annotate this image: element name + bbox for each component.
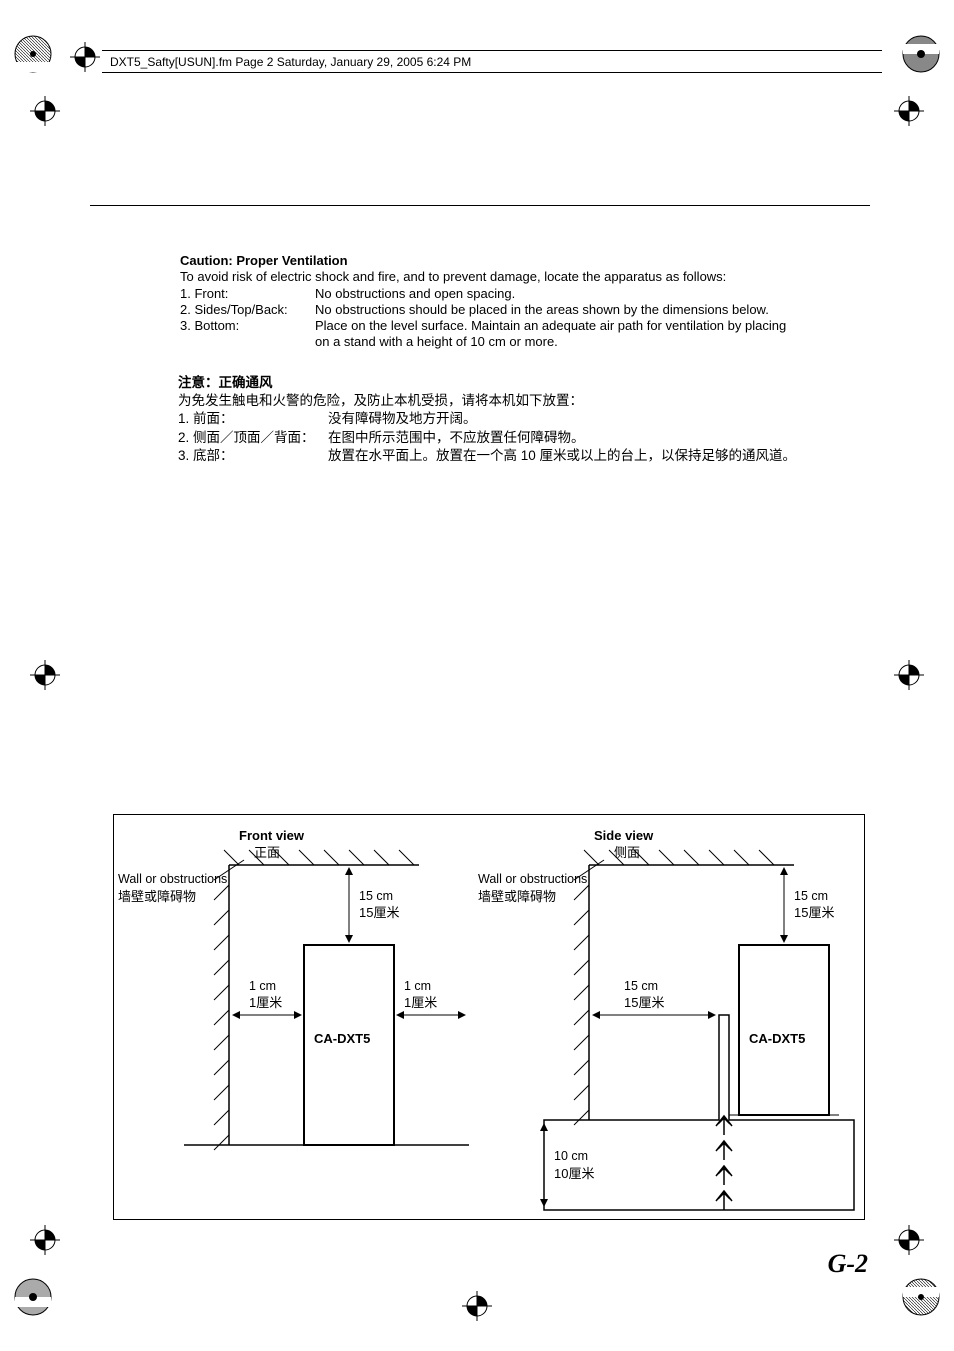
- front-device-label: CA-DXT5: [314, 1031, 370, 1046]
- caution-cn-row2-label: 2. 侧面／顶面／背面：: [178, 429, 328, 447]
- caution-cn-block: 注意：正确通风 为免发生触电和火警的危险，及防止本机受损，请将本机如下放置： 1…: [178, 374, 898, 465]
- front-wall-cn: 墙壁或障碍物: [118, 889, 196, 904]
- register-mark-left-bottom: [30, 1225, 60, 1255]
- section-rule: [90, 205, 870, 206]
- front-left-en: 1 cm: [249, 979, 276, 993]
- ventilation-diagram: Front view 正面: [113, 814, 865, 1220]
- airflow-arrows-icon: [716, 1116, 732, 1210]
- caution-en-row2-text: No obstructions should be placed in the …: [315, 302, 900, 318]
- caution-cn-row2-text: 在图中所示范围中，不应放置任何障碍物。: [328, 429, 898, 447]
- caution-en-row1-label: 1. Front:: [180, 286, 315, 302]
- front-top-en: 15 cm: [359, 889, 393, 903]
- header-bottom-line: [102, 72, 882, 73]
- caution-en-row3-label: 3. Bottom:: [180, 318, 315, 351]
- caution-en-block: Caution: Proper Ventilation To avoid ris…: [180, 253, 900, 351]
- caution-cn-title: 注意：正确通风: [178, 374, 898, 392]
- caution-en-row3: 3. Bottom: Place on the level surface. M…: [180, 318, 900, 351]
- caution-en-row1-text: No obstructions and open spacing.: [315, 286, 900, 302]
- caution-cn-row2: 2. 侧面／顶面／背面： 在图中所示范围中，不应放置任何障碍物。: [178, 429, 898, 447]
- page: DXT5_Safty[USUN].fm Page 2 Saturday, Jan…: [0, 0, 954, 1351]
- side-top-cn: 15厘米: [794, 905, 834, 920]
- register-mark-bottom: [462, 1291, 492, 1321]
- front-wall-en: Wall or obstructions: [118, 872, 227, 886]
- header-filename: DXT5_Safty[USUN].fm Page 2 Saturday, Jan…: [110, 55, 471, 69]
- page-number: G-2: [828, 1249, 868, 1279]
- caution-cn-row3-text: 放置在水平面上。放置在一个高 10 厘米或以上的台上，以保持足够的通风道。: [328, 447, 898, 465]
- header-register-mark: [70, 42, 100, 72]
- caution-cn-row1-text: 没有障碍物及地方开阔。: [328, 410, 898, 428]
- side-wall-en: Wall or obstructions: [478, 872, 587, 886]
- side-device-label: CA-DXT5: [749, 1031, 805, 1046]
- register-mark-left-mid: [30, 660, 60, 690]
- caution-en-intro: To avoid risk of electric shock and fire…: [180, 269, 900, 285]
- caution-en-title: Caution: Proper Ventilation: [180, 253, 900, 269]
- caution-cn-row3: 3. 底部： 放置在水平面上。放置在一个高 10 厘米或以上的台上，以保持足够的…: [178, 447, 898, 465]
- side-view-group: Side view 侧面: [478, 828, 854, 1210]
- corner-mark-bottom-left: [8, 1257, 58, 1317]
- side-back-en: 15 cm: [624, 979, 658, 993]
- caution-cn-intro: 为免发生触电和火警的危险，及防止本机受损，请将本机如下放置：: [178, 392, 898, 410]
- front-right-en: 1 cm: [404, 979, 431, 993]
- side-bottom-cn: 10厘米: [554, 1166, 594, 1181]
- register-mark-right-mid: [894, 660, 924, 690]
- caution-en-row2: 2. Sides/Top/Back: No obstructions shoul…: [180, 302, 900, 318]
- front-title-en: Front view: [239, 828, 305, 843]
- corner-mark-top-right: [896, 34, 946, 94]
- caution-cn-row3-label: 3. 底部：: [178, 447, 328, 465]
- caution-cn-row1-label: 1. 前面：: [178, 410, 328, 428]
- caution-en-row1: 1. Front: No obstructions and open spaci…: [180, 286, 900, 302]
- front-view-group: Front view 正面: [118, 828, 469, 1150]
- caution-cn-row1: 1. 前面： 没有障碍物及地方开阔。: [178, 410, 898, 428]
- side-wall-hatch: [574, 850, 794, 1125]
- front-left-cn: 1厘米: [249, 995, 282, 1010]
- side-back-cn: 15厘米: [624, 995, 664, 1010]
- ventilation-diagram-svg: Front view 正面: [114, 815, 864, 1219]
- caution-en-row3-text: Place on the level surface. Maintain an …: [315, 318, 900, 351]
- caution-en-row2-label: 2. Sides/Top/Back:: [180, 302, 315, 318]
- side-device-rect: [739, 945, 829, 1115]
- register-mark-right-top: [894, 96, 924, 126]
- register-mark-right-bottom: [894, 1225, 924, 1255]
- side-bottom-en: 10 cm: [554, 1149, 588, 1163]
- front-top-cn: 15厘米: [359, 905, 399, 920]
- corner-mark-bottom-right: [896, 1257, 946, 1317]
- front-right-cn: 1厘米: [404, 995, 437, 1010]
- side-top-en: 15 cm: [794, 889, 828, 903]
- register-mark-left-top: [30, 96, 60, 126]
- side-title-en: Side view: [594, 828, 654, 843]
- header-top-line: [102, 50, 882, 51]
- side-wall-cn: 墙壁或障碍物: [478, 889, 556, 904]
- corner-mark-top-left: [8, 34, 58, 94]
